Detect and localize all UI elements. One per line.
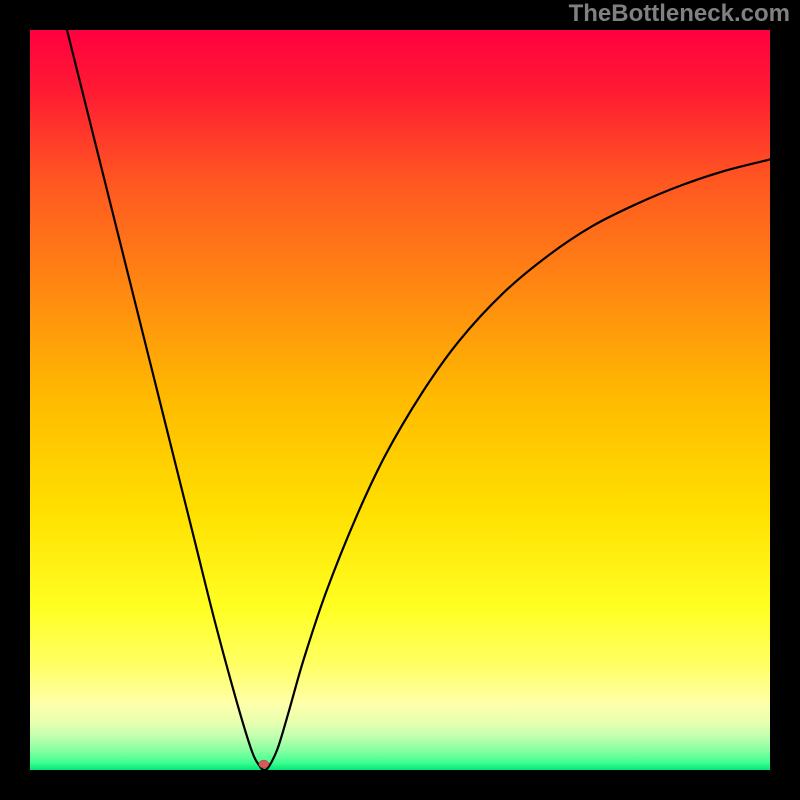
gradient-background — [30, 30, 770, 770]
plot-svg — [30, 30, 770, 770]
chart-container: TheBottleneck.com — [0, 0, 800, 800]
optimal-marker — [259, 760, 269, 768]
watermark-text: TheBottleneck.com — [569, 0, 790, 28]
plot-area — [30, 30, 770, 770]
